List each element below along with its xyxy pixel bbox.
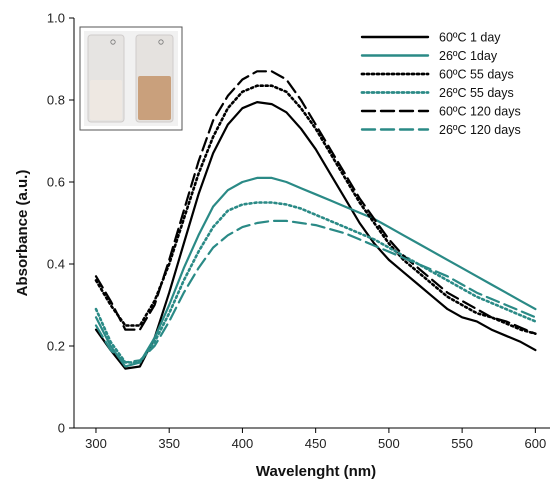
series-line-1 — [94, 176, 537, 368]
series-line-2 — [94, 84, 537, 336]
y-tick-label: 0.4 — [47, 257, 65, 272]
series-line-0 — [94, 100, 537, 370]
x-tick-label: 300 — [85, 436, 107, 451]
legend-label-2: 60ºC 55 days — [439, 68, 514, 82]
legend: 60ºC 1 day 26ºC 1day 60ºC 55 days 26ºC 55 d… — [360, 31, 521, 137]
legend-label-4: 60ºC 120 days — [439, 105, 521, 119]
x-tick-label: 500 — [378, 436, 400, 451]
legend-label-5: 26ºC 120 days — [439, 123, 521, 137]
x-axis-title: Wavelenght (nm) — [256, 463, 376, 480]
y-tick-label: 0.8 — [47, 93, 65, 108]
y-tick-label: 1.0 — [47, 11, 65, 26]
axes: 0 0.2 0.4 0.6 0.8 1.0 300 350 400 450 500 550 600 — [47, 11, 550, 451]
cuvette-left — [87, 34, 125, 123]
x-tick-label: 400 — [232, 436, 254, 451]
x-tick-label: 350 — [158, 436, 180, 451]
series-line-5 — [94, 219, 537, 364]
series-line-3 — [94, 201, 537, 364]
y-tick-label: 0 — [58, 421, 65, 436]
y-tick-label: 0.6 — [47, 175, 65, 190]
legend-label-3: 26ºC 55 days — [439, 86, 514, 100]
legend-label-0: 60ºC 1 day — [439, 31, 501, 45]
y-axis-title: Absorbance (a.u.) — [14, 170, 31, 297]
x-tick-label: 600 — [525, 436, 547, 451]
x-tick-label: 550 — [451, 436, 473, 451]
cuvette-photo-inset — [79, 26, 183, 131]
y-tick-label: 0.2 — [47, 339, 65, 354]
cuvette-right — [135, 34, 174, 123]
series-layer — [94, 70, 537, 370]
series-line-4 — [94, 70, 537, 335]
x-tick-label: 450 — [305, 436, 327, 451]
legend-label-1: 26ºC 1day — [439, 49, 498, 63]
